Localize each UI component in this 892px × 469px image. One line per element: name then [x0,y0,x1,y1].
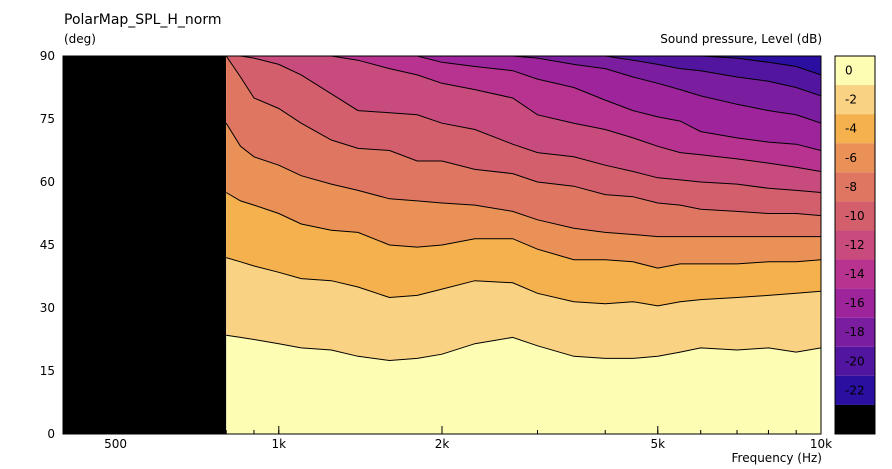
colorbar-swatch [835,172,875,202]
x-tick-label: 5k [650,437,665,451]
chart-title: PolarMap_SPL_H_norm [64,12,222,28]
contour-line--22 [700,56,821,76]
contour-line--16 [417,56,821,151]
y-tick-label: 75 [40,112,55,126]
colorbar-tick-label: -20 [845,354,865,368]
contour-lines [225,56,821,362]
y-tick-label: 90 [40,49,55,63]
colorbar-swatch [835,375,875,405]
colorbar-swatch [835,85,875,115]
contour-line--4 [226,257,821,307]
y-tick-label: 60 [40,175,55,189]
colorbar-swatch [835,404,875,434]
x-tick-label: 1k [271,437,286,451]
contour-line--2 [226,334,821,362]
no-data-region [63,56,227,434]
y-axis-label: (deg) [64,32,96,46]
colorbar-tick-label: -22 [845,383,865,397]
colorbar-frame [834,55,876,435]
y-tick-label: 0 [47,427,55,441]
colorbar-tick-label: -6 [845,151,857,165]
colorbar-swatch [835,201,875,231]
y-tick-label: 15 [40,364,55,378]
colorbar-swatch [835,114,875,144]
contour-line--10 [225,56,821,217]
colorbar-tick-label: -18 [845,325,865,339]
colorbar-swatch [835,346,875,376]
band-level--18 [226,56,821,124]
band-level--22 [226,56,821,75]
colorbar-tick-label: -2 [845,93,857,107]
contour-bands [63,56,821,434]
x-tick-label: 500 [104,437,127,451]
axes: 500 1k 2k 5k 10k 0 15 30 45 60 75 90 [40,49,832,451]
colorbar-swatch [835,259,875,289]
colorbar-swatch [835,288,875,318]
contour-line--14 [331,56,821,172]
contour-line--20 [605,56,821,97]
x-tick-label: 10k [810,437,832,451]
colorbar-swatch [835,143,875,173]
colorbar-swatch [835,230,875,260]
y-tick-label: 45 [40,238,55,252]
colorbar: 0 -2 -4 -6 -8 -10 -12 -14 -16 -18 -20 -22 -24 [834,55,876,435]
colorbar-tick-label: 0 [845,64,853,78]
colorbar-tick-label: -16 [845,296,865,310]
colorbar-tick-label: -12 [845,238,865,252]
contour-line--8 [225,122,821,238]
colorbar-swatch [835,317,875,347]
contour-line--12 [240,56,821,193]
colorbar-tick-label: -24 [845,412,865,426]
colorbar-tick-label: -8 [845,180,857,194]
contour-line--6 [225,192,821,269]
colorbar-tick-label: -10 [845,209,865,223]
colorbar-label: Sound pressure, Level (dB) [660,32,822,46]
colorbar-swatch [835,56,875,86]
colorbar-tick-label: -14 [845,267,865,281]
y-tick-label: 30 [40,301,55,315]
contour-line--18 [474,56,821,124]
colorbar-tick-label: -4 [845,122,857,136]
x-axis-label: Frequency (Hz) [731,451,823,465]
x-tick-label: 2k [435,437,450,451]
band-level--20 [226,56,821,96]
